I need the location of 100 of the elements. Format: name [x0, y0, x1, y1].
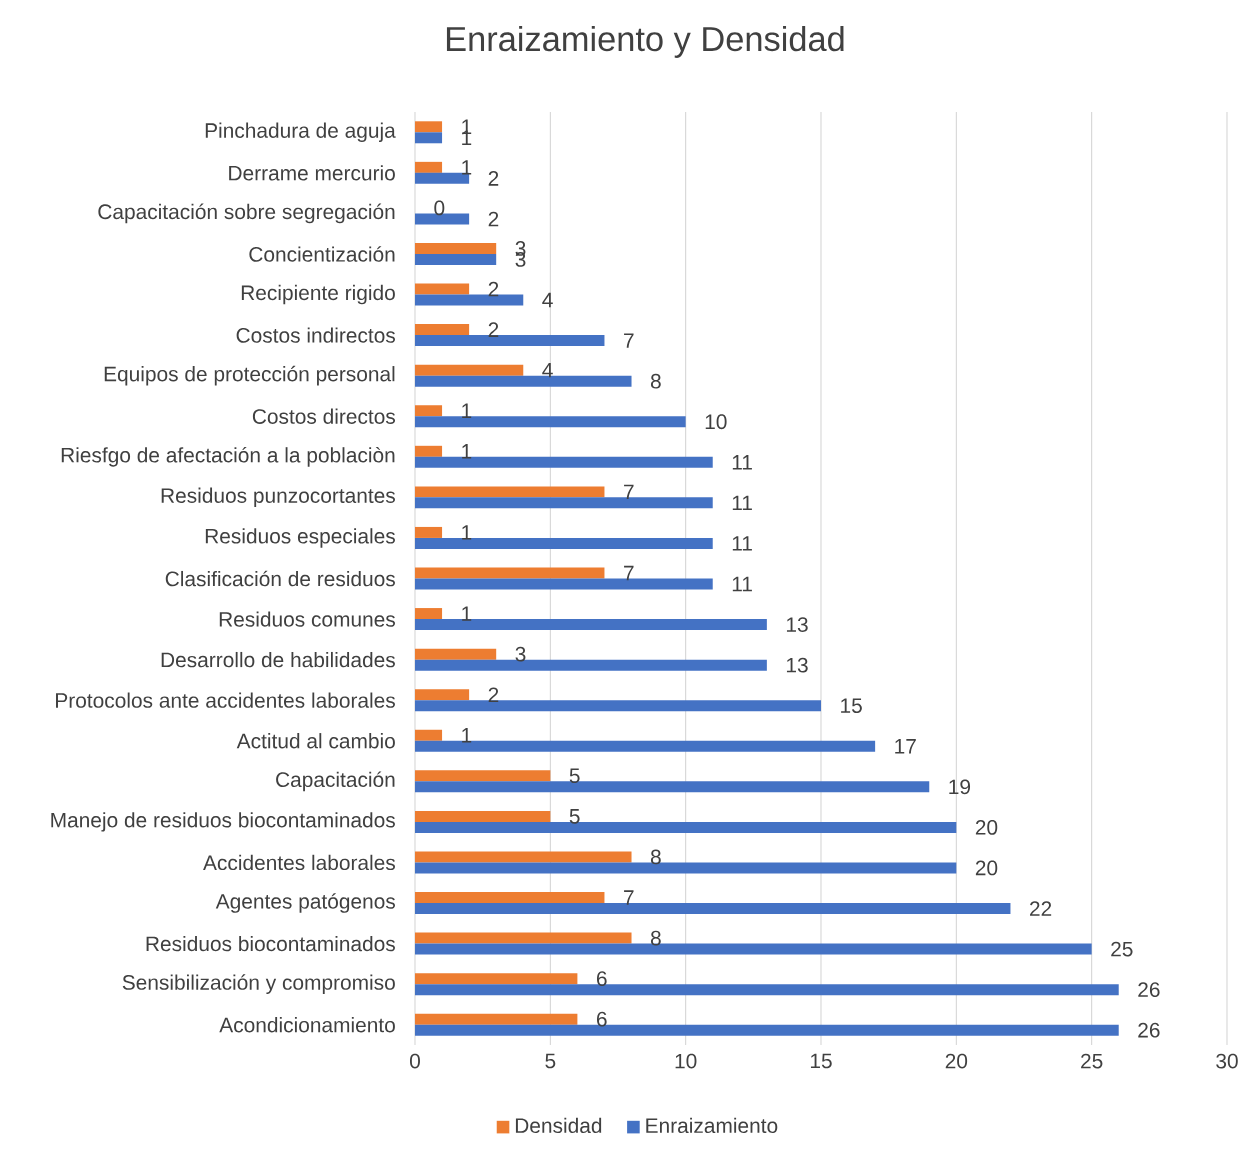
legend-label: Densidad: [515, 1117, 602, 1134]
data-label: 6: [597, 1011, 607, 1027]
x-tick-label: 20: [945, 1053, 968, 1069]
bar: [415, 486, 605, 498]
data-label: 2: [488, 171, 499, 186]
data-label: 1: [462, 160, 472, 175]
bar: [415, 567, 605, 579]
y-tick-label: Riesfgo de afectación a la poblaciòn: [61, 447, 395, 467]
data-label: 5: [569, 768, 580, 784]
bar: [415, 892, 605, 904]
data-label: 7: [624, 565, 634, 581]
y-tick-label: Derrame mercurio: [229, 165, 395, 181]
data-label: 8: [650, 849, 661, 865]
data-label: 26: [1138, 982, 1160, 998]
y-tick-label: Costos directos: [252, 408, 396, 425]
bar: [415, 254, 497, 266]
data-label: 0: [434, 200, 445, 216]
bar: [415, 973, 578, 985]
data-label: 1: [462, 525, 472, 540]
data-label: 7: [624, 484, 634, 500]
y-tick-label: Acondicionamiento: [219, 1017, 395, 1033]
y-tick-label: Protocolos ante accidentes laborales: [56, 692, 395, 708]
data-label: 20: [975, 860, 998, 876]
data-label: 11: [732, 455, 752, 470]
bar: [415, 619, 767, 631]
data-label: 1: [462, 728, 472, 743]
bar: [415, 405, 443, 417]
bar: [415, 445, 443, 457]
data-label: 2: [488, 687, 499, 703]
bar: [415, 527, 443, 539]
bar: [415, 903, 1011, 915]
data-label: 4: [542, 292, 553, 308]
data-label: 25: [1111, 941, 1133, 957]
bar: [415, 608, 443, 620]
bar: [415, 1013, 578, 1025]
y-tick-label: Residuos especiales: [205, 528, 395, 548]
bar: [415, 811, 551, 822]
data-label: 1: [462, 403, 472, 419]
data-label: 3: [515, 646, 526, 662]
data-label: 20: [975, 820, 998, 835]
bar: [415, 335, 605, 347]
y-tick-label: Costos indirectos: [236, 327, 396, 343]
y-tick-label: Residuos punzocortantes: [161, 487, 395, 508]
bar: [415, 729, 443, 741]
data-label: 10: [705, 414, 727, 430]
data-label: 8: [650, 930, 661, 946]
data-label: 2: [488, 281, 499, 297]
bar: [415, 161, 443, 173]
data-label: 13: [786, 657, 808, 673]
y-tick-label: Manejo de residuos biocontaminados: [51, 812, 395, 832]
data-label: 13: [786, 617, 808, 633]
bar: [415, 324, 470, 336]
data-label: 6: [597, 971, 607, 987]
data-label: 1: [462, 606, 472, 621]
data-label: 19: [949, 779, 971, 795]
bar: [415, 283, 470, 295]
bar: [415, 851, 632, 863]
data-label: 22: [1030, 901, 1052, 916]
data-label: 11: [732, 576, 752, 592]
chart-title: Enraizamiento y Densidad: [446, 26, 844, 59]
bar: [415, 364, 524, 376]
x-tick-label: 5: [545, 1053, 556, 1069]
y-tick-label: Concientización: [249, 246, 395, 262]
y-tick-label: Pinchadura de aguja: [205, 122, 396, 143]
bar: [415, 689, 470, 701]
y-tick-label: Recipiente rigido: [241, 284, 395, 305]
bar: [415, 243, 497, 255]
bar: [415, 770, 551, 782]
bar: [415, 538, 713, 550]
data-label: 11: [732, 536, 752, 551]
y-tick-label: Residuos comunes: [219, 611, 395, 627]
x-tick-label: 10: [675, 1053, 697, 1069]
bar: [415, 132, 443, 144]
bar: [415, 648, 497, 660]
x-tick-label: 15: [810, 1053, 832, 1069]
x-tick-label: 0: [410, 1053, 420, 1069]
y-tick-label: Desarrollo de habilidades: [161, 652, 395, 668]
data-label: 7: [624, 890, 634, 905]
bar: [415, 781, 930, 793]
data-label: 7: [624, 333, 634, 348]
bar: [415, 822, 957, 833]
data-label: 5: [569, 809, 580, 824]
x-tick-label: 30: [1216, 1053, 1238, 1069]
bar: [415, 121, 443, 133]
y-tick-label: Sensibilización y compromiso: [122, 974, 395, 995]
data-label: 1: [462, 444, 472, 459]
data-label: 17: [895, 739, 916, 754]
y-tick-label: Clasificación de residuos: [165, 570, 395, 587]
data-label: 4: [542, 363, 553, 378]
bar: [415, 497, 713, 509]
y-tick-label: Capacitación: [276, 771, 395, 792]
data-label: 8: [650, 373, 661, 389]
bar: [415, 984, 1119, 996]
y-tick-label: Agentes patógenos: [215, 893, 395, 913]
data-label: 2: [488, 322, 499, 338]
x-tick-label: 25: [1081, 1053, 1103, 1069]
data-label: 2: [488, 211, 499, 227]
y-tick-label: Residuos biocontaminados: [146, 936, 395, 952]
bar: [415, 416, 686, 428]
y-tick-label: Capacitación sobre segregación: [98, 203, 395, 224]
